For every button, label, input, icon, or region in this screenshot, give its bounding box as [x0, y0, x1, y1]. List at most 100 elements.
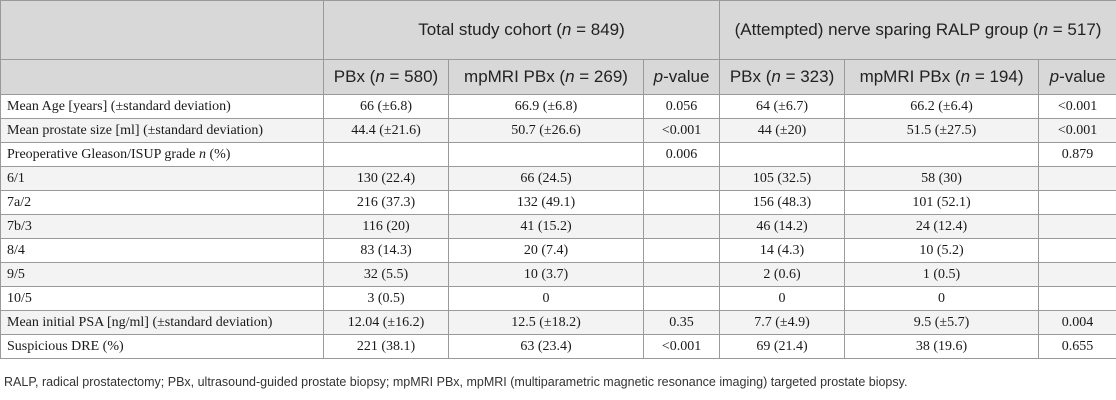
table-body: Mean Age [years] (±standard deviation) 66…: [0, 94, 1116, 359]
table-cell: 38 (19.6): [844, 334, 1040, 359]
table-cell: 69 (21.4): [719, 334, 846, 359]
column-header: mpMRI PBx (n = 269): [448, 59, 644, 95]
row-label: Mean Age [years] (±standard deviation): [0, 94, 324, 119]
table-cell: [642, 214, 721, 239]
table-row: 7b/3 116 (20) 41 (15.2) 46 (14.2) 24 (12.4): [0, 214, 1116, 239]
table-cell: 51.5 (±27.5): [844, 118, 1040, 143]
table-cell: 83 (14.3): [323, 238, 449, 263]
row-label: 8/4: [0, 238, 324, 263]
table-cell: [1038, 190, 1116, 215]
table-cell: 2 (0.6): [719, 262, 846, 287]
table-row: Mean prostate size [ml] (±standard devia…: [0, 118, 1116, 143]
table-cell: [1038, 238, 1116, 263]
data-table: Total study cohort (n = 849) (Attempted)…: [0, 0, 1116, 359]
table-cell: 58 (30): [844, 166, 1040, 191]
table-cell: [1038, 214, 1116, 239]
group-header-nerve-sparing: (Attempted) nerve sparing RALP group (n …: [719, 0, 1116, 60]
row-label: Mean prostate size [ml] (±standard devia…: [0, 118, 324, 143]
table-cell: [448, 142, 644, 167]
table-cell: <0.001: [642, 118, 721, 143]
table-cell: [844, 142, 1040, 167]
table-cell: 156 (48.3): [719, 190, 846, 215]
table-cell: 221 (38.1): [323, 334, 449, 359]
group-header-total-cohort: Total study cohort (n = 849): [322, 0, 721, 60]
row-label: 6/1: [0, 166, 324, 191]
table-cell: 66 (24.5): [448, 166, 644, 191]
table-cell: 14 (4.3): [719, 238, 846, 263]
table-cell: 12.04 (±16.2): [323, 310, 449, 335]
table-cell: 44.4 (±21.6): [323, 118, 449, 143]
table-row: Mean initial PSA [ng/ml] (±standard devi…: [0, 310, 1116, 335]
table-cell: 9.5 (±5.7): [844, 310, 1040, 335]
table-cell: 46 (14.2): [719, 214, 846, 239]
table-cell: [1038, 286, 1116, 311]
table-cell: 7.7 (±4.9): [719, 310, 846, 335]
table-cell: 41 (15.2): [448, 214, 644, 239]
table-row: Preoperative Gleason/ISUP grade n (%) 0.0…: [0, 142, 1116, 167]
table-cell: [642, 262, 721, 287]
table-cell: 0.879: [1038, 142, 1116, 167]
row-label: 10/5: [0, 286, 324, 311]
table-cell: 0.35: [642, 310, 721, 335]
row-label: 9/5: [0, 262, 324, 287]
table-cell: [642, 166, 721, 191]
table-cell: 10 (3.7): [448, 262, 644, 287]
row-label: Mean initial PSA [ng/ml] (±standard devi…: [0, 310, 324, 335]
table-cell: 50.7 (±26.6): [448, 118, 644, 143]
table-cell: 66.2 (±6.4): [844, 94, 1040, 119]
table-row: 10/5 3 (0.5) 0 0 0: [0, 286, 1116, 311]
table-row: Suspicious DRE (%) 221 (38.1) 63 (23.4) <0.…: [0, 334, 1116, 359]
table-cell: 0.004: [1038, 310, 1116, 335]
table-cell: 216 (37.3): [323, 190, 449, 215]
table-cell: 10 (5.2): [844, 238, 1040, 263]
header-corner-2: [0, 59, 324, 95]
table-cell: [1038, 166, 1116, 191]
header-corner: [0, 0, 324, 60]
table-cell: 132 (49.1): [448, 190, 644, 215]
table-cell: 63 (23.4): [448, 334, 644, 359]
table-cell: 101 (52.1): [844, 190, 1040, 215]
table-cell: 1 (0.5): [844, 262, 1040, 287]
table-row: 7a/2 216 (37.3) 132 (49.1) 156 (48.3) 101 (5…: [0, 190, 1116, 215]
row-label: 7a/2: [0, 190, 324, 215]
table-row: 8/4 83 (14.3) 20 (7.4) 14 (4.3) 10 (5.2): [0, 238, 1116, 263]
row-label: Suspicious DRE (%): [0, 334, 324, 359]
table-cell: <0.001: [642, 334, 721, 359]
table-cell: 0: [448, 286, 644, 311]
row-label: Preoperative Gleason/ISUP grade n (%): [0, 142, 324, 167]
table-cell: [642, 190, 721, 215]
table-cell: 20 (7.4): [448, 238, 644, 263]
table-row: 9/5 32 (5.5) 10 (3.7) 2 (0.6) 1 (0.5): [0, 262, 1116, 287]
row-label: 7b/3: [0, 214, 324, 239]
table-cell: 0: [719, 286, 846, 311]
table-row: 6/1 130 (22.4) 66 (24.5) 105 (32.5) 58 (30): [0, 166, 1116, 191]
table-cell: <0.001: [1038, 94, 1116, 119]
table-cell: [323, 142, 449, 167]
table-cell: 44 (±20): [719, 118, 846, 143]
table-cell: 0.056: [642, 94, 721, 119]
table-cell: [642, 286, 721, 311]
table-cell: 0.006: [642, 142, 721, 167]
table-cell: 32 (5.5): [323, 262, 449, 287]
table-cell: 0.655: [1038, 334, 1116, 359]
table-cell: 64 (±6.7): [719, 94, 846, 119]
column-header: PBx (n = 323): [719, 59, 846, 95]
table-cell: 105 (32.5): [719, 166, 846, 191]
table-cell: 0: [844, 286, 1040, 311]
table-cell: [642, 238, 721, 263]
column-header: p-value: [642, 59, 721, 95]
table-cell: 12.5 (±18.2): [448, 310, 644, 335]
table-row: Mean Age [years] (±standard deviation) 66…: [0, 94, 1116, 119]
table-cell: 24 (12.4): [844, 214, 1040, 239]
table-cell: <0.001: [1038, 118, 1116, 143]
table-cell: 3 (0.5): [323, 286, 449, 311]
table-footnote: RALP, radical prostatectomy; PBx, ultras…: [4, 375, 908, 389]
table-cell: [719, 142, 846, 167]
table-cell: 66.9 (±6.8): [448, 94, 644, 119]
table-cell: 130 (22.4): [323, 166, 449, 191]
table-cell: 66 (±6.8): [323, 94, 449, 119]
column-header: mpMRI PBx (n = 194): [844, 59, 1040, 95]
column-header: PBx (n = 580): [323, 59, 449, 95]
table-cell: 116 (20): [323, 214, 449, 239]
table-cell: [1038, 262, 1116, 287]
